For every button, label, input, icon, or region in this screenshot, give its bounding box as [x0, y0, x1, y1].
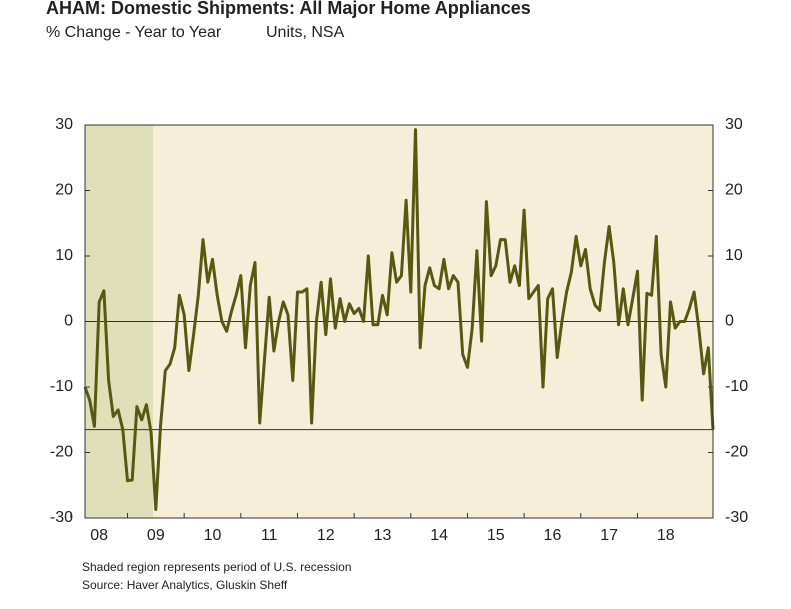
plot-frame	[84, 124, 714, 519]
y2-tick-label: 0	[725, 313, 734, 330]
x-tick-label: 17	[600, 527, 618, 544]
x-tick-label: 09	[147, 527, 165, 544]
y2-tick-label: 30	[725, 116, 743, 133]
y2-tick-label: -30	[725, 509, 748, 526]
y-tick-label: -20	[50, 444, 73, 461]
x-tick-label: 11	[261, 527, 278, 544]
y-tick-label: 0	[64, 313, 73, 330]
y2-tick-label: 20	[725, 182, 743, 199]
y2-tick-label: 10	[725, 247, 743, 264]
x-tick-label: 16	[544, 527, 562, 544]
y2-tick-label: -20	[725, 444, 748, 461]
x-tick-label: 12	[317, 527, 335, 544]
footnote: Shaded region represents period of U.S. …	[82, 560, 352, 574]
x-tick-label: 15	[487, 527, 505, 544]
x-tick-label: 08	[90, 527, 108, 544]
y2-tick-label: -10	[725, 378, 748, 395]
y-tick-label: -30	[50, 509, 73, 526]
x-tick-label: 13	[374, 527, 392, 544]
x-tick-label: 18	[657, 527, 675, 544]
chart-title: AHAM: Domestic Shipments: All Major Home…	[46, 0, 531, 18]
x-tick-label: 10	[204, 527, 222, 544]
y-tick-label: 20	[55, 182, 73, 199]
subtitle: % Change - Year to Year	[46, 24, 222, 41]
x-tick-label: 14	[430, 527, 448, 544]
y-tick-label: 10	[55, 247, 73, 264]
units-note: Units, NSA	[266, 24, 345, 41]
footnote: Source: Haver Analytics, Gluskin Sheff	[82, 578, 288, 592]
series-line	[83, 128, 715, 511]
y-tick-label: 30	[55, 116, 73, 133]
y-tick-label: -10	[50, 378, 73, 395]
